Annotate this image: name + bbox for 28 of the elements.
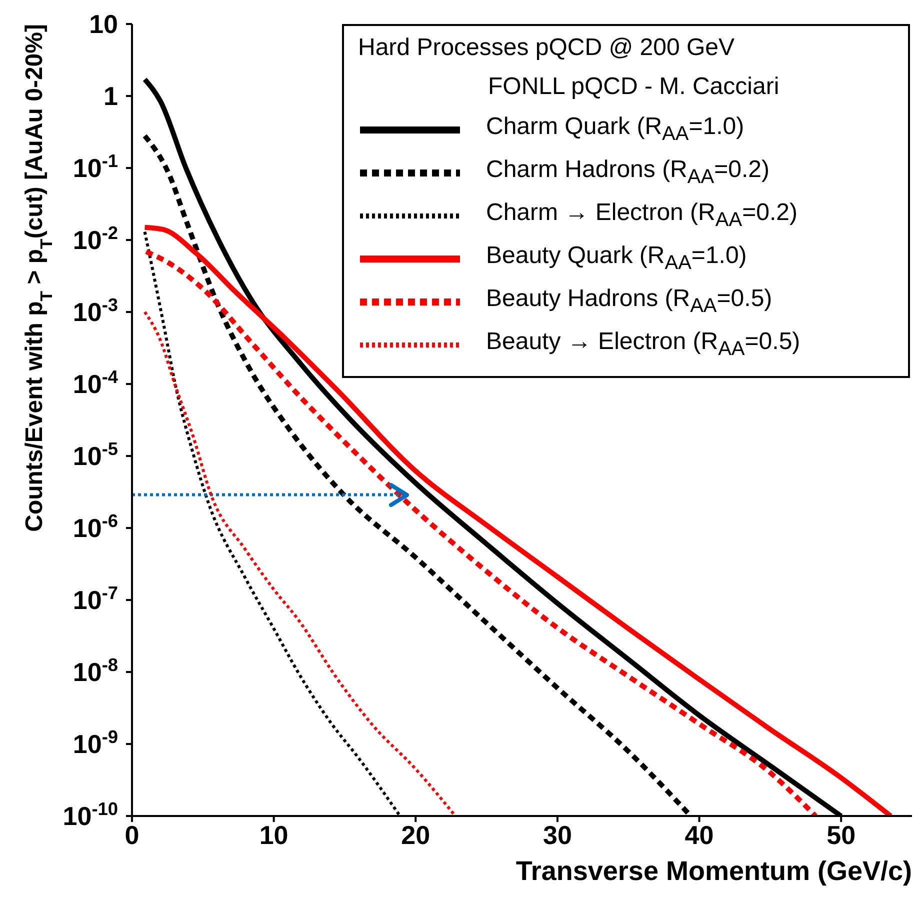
y-tick-label: 10$^{-5}$ [72, 439, 118, 471]
y-tick-label: 10$^{-10}$ [62, 799, 118, 831]
x-tick-label: 20 [401, 820, 430, 850]
y-tick-label: 10$^{-4}$ [72, 367, 119, 399]
legend-label: Charm Hadrons (R$_{AA}$=0.2) [486, 156, 770, 189]
y-tick-label: 10$^{-2}$ [72, 223, 118, 255]
y-tick-label: 10$^{-8}$ [72, 655, 118, 687]
y-tick-label: 10$^{-1}$ [72, 151, 118, 183]
x-tick-label: 0 [124, 820, 140, 850]
y-tick-label: 10$^{-3}$ [72, 295, 118, 327]
annotation: FONLL pQCD - M. Cacciari [487, 72, 780, 102]
y-tick-label: 10 [89, 9, 118, 39]
legend-title: Hard Processes pQCD @ 200 GeV [358, 34, 736, 62]
x-tick-label: 50 [826, 820, 856, 850]
x-tick-label: 10 [259, 820, 288, 850]
line-series [143, 310, 457, 816]
x-tick-label: 40 [684, 820, 714, 850]
y-tick-label: 10$^{-9}$ [72, 727, 118, 759]
legend-label: Charm Quark (R$_{AA}$=1.0) [486, 113, 744, 146]
y-tick-label: 10$^{-7}$ [72, 583, 118, 615]
y-tick-label: 10$^{-6}$ [72, 511, 118, 543]
x-axis-title: Transverse Momentum (GeV/c) [516, 856, 912, 886]
legend-label: Beauty Hadrons (R$_{AA}$=0.5) [486, 285, 772, 318]
legend-label: Charm → Electron (R$_{AA}$=0.2) [486, 199, 798, 232]
legend-label: Beauty → Electron (R$_{AA}$=0.5) [486, 328, 800, 361]
y-tick-label: 1 [104, 81, 118, 111]
legend-label: Beauty Quark (R$_{AA}$=1.0) [486, 242, 747, 275]
x-tick-label: 30 [542, 820, 572, 850]
